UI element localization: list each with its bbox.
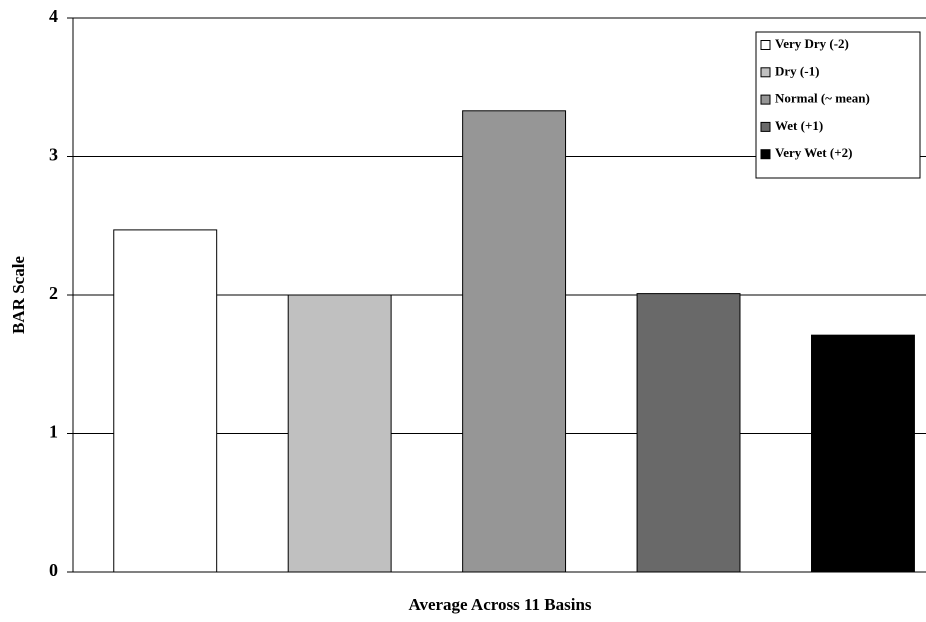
bar: [113, 229, 218, 573]
legend-label: Very Wet (+2): [775, 145, 852, 160]
legend-swatch: [760, 40, 771, 50]
bar: [636, 293, 741, 573]
legend-swatch: [760, 94, 771, 105]
y-tick-label: 3: [49, 145, 58, 165]
y-tick-label: 0: [49, 560, 58, 580]
x-axis-title: Average Across 11 Basins: [408, 595, 591, 614]
y-tick-label: 2: [49, 283, 58, 303]
bar: [811, 334, 915, 573]
y-tick-label: 4: [49, 6, 58, 26]
legend-label: Very Dry (-2): [775, 36, 849, 51]
bar: [462, 110, 567, 573]
y-axis-title: BAR Scale: [9, 256, 28, 334]
legend-label: Dry (-1): [775, 63, 819, 78]
legend-box: [755, 31, 921, 179]
legend-label: Normal (~ mean): [775, 91, 870, 106]
legend-swatch: [760, 121, 771, 132]
legend-swatch: [760, 67, 771, 78]
y-tick-label: 1: [49, 422, 58, 442]
bar: [287, 294, 392, 573]
legend-label: Wet (+1): [775, 118, 823, 133]
legend-swatch: [760, 149, 771, 160]
